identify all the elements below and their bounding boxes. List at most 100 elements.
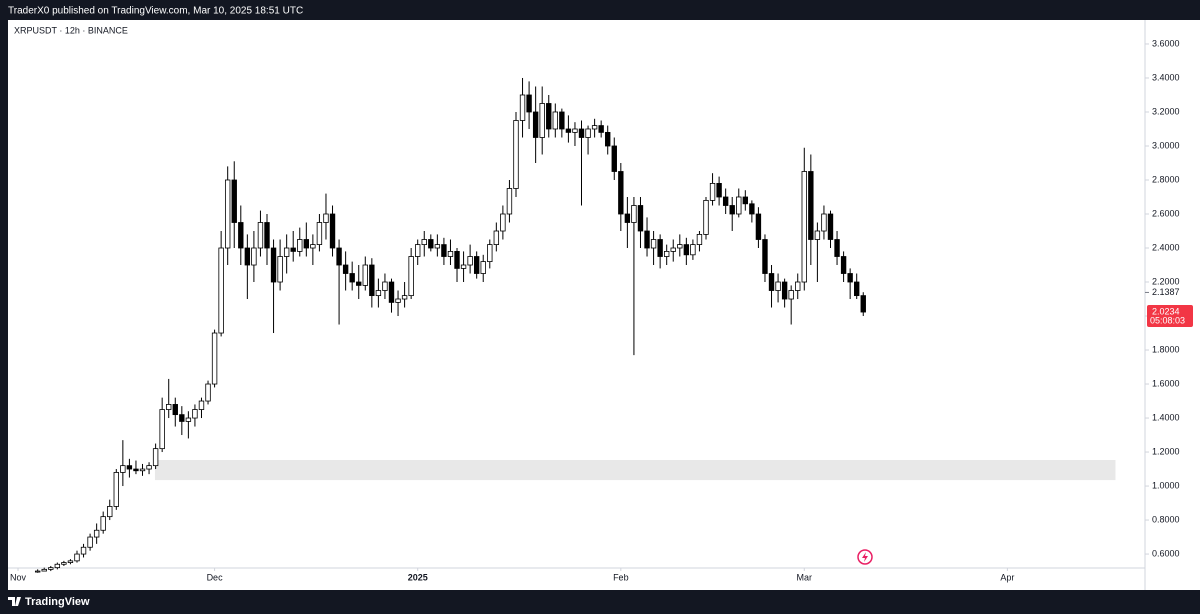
candle-body <box>480 261 486 274</box>
y-tick-label: 0.6000 <box>1152 548 1180 558</box>
x-tick-label: Nov <box>10 572 27 582</box>
candle-body <box>454 251 460 269</box>
candle-body <box>172 404 178 416</box>
header-text: TraderX0 published on TradingView.com, M… <box>8 6 303 17</box>
candle-body <box>74 553 80 562</box>
candle-body <box>546 103 552 130</box>
tradingview-logo <box>8 597 21 606</box>
candle-body <box>506 188 513 215</box>
candle-body <box>847 273 853 283</box>
candle-body <box>395 298 401 303</box>
candle-body <box>624 213 631 223</box>
candle-body <box>781 281 788 300</box>
y-tick-label: 3.4000 <box>1152 72 1180 82</box>
candle-body <box>159 409 165 450</box>
candle-body <box>251 247 257 266</box>
price-label-box <box>1147 305 1193 328</box>
candle-body <box>585 128 591 138</box>
candle-body <box>434 244 441 249</box>
candle-body <box>572 128 578 133</box>
candle-body <box>408 256 414 297</box>
candle-body <box>657 239 663 257</box>
y-tick-label: 0.8000 <box>1152 514 1180 524</box>
footer-brand: TradingView <box>25 596 90 608</box>
candle-body <box>736 196 742 215</box>
candle-body <box>860 295 866 313</box>
candle-body <box>834 239 840 257</box>
candle-body <box>139 468 146 472</box>
candle-body <box>552 111 558 130</box>
candle-body <box>532 111 539 138</box>
y-tick-label: 3.6000 <box>1152 38 1180 48</box>
candle-body <box>48 567 54 570</box>
candle-body <box>808 171 814 240</box>
candle-body <box>539 103 545 138</box>
candle-body <box>598 125 604 133</box>
candle-body <box>146 465 152 470</box>
candle-body <box>297 239 303 252</box>
candle-body <box>677 244 683 249</box>
candle-body <box>519 94 526 121</box>
candle-body <box>487 244 493 263</box>
y-tick-label: 1.6000 <box>1152 378 1180 388</box>
x-tick-label: Feb <box>613 572 629 582</box>
candle-body <box>100 516 106 531</box>
candle-body <box>749 203 755 215</box>
candle-body <box>107 506 113 518</box>
candle-body <box>618 171 624 215</box>
candle-body <box>814 230 821 240</box>
footer-bar <box>0 590 1200 614</box>
candle-body <box>310 244 316 249</box>
candle-body <box>133 468 139 472</box>
candle-body <box>591 125 598 130</box>
candle-body <box>93 529 100 538</box>
candle-body <box>565 128 572 133</box>
candle-body <box>703 199 709 235</box>
candle-body <box>54 563 61 569</box>
candle-body <box>244 247 251 266</box>
candle-body <box>526 94 532 113</box>
candle-body <box>224 179 231 249</box>
candle-body <box>349 273 355 283</box>
candle-body <box>264 222 270 249</box>
candle-body <box>336 247 342 266</box>
candle-body <box>722 196 729 206</box>
y-tick-label: 2.4000 <box>1152 242 1180 252</box>
candle-body <box>663 251 670 257</box>
candle-body <box>238 222 244 249</box>
candle-body <box>683 244 690 256</box>
candle-body <box>126 465 133 470</box>
candle-body <box>342 264 349 274</box>
candle-body <box>277 256 283 283</box>
candle-body <box>605 131 611 147</box>
candle-body <box>113 472 119 507</box>
candle-body <box>316 222 323 246</box>
symbol-legend: XRPUSDT · 12h · BINANCE <box>14 25 128 35</box>
candle-body <box>257 222 264 249</box>
candle-body <box>382 281 388 291</box>
candle-body <box>795 281 801 291</box>
candle-body <box>290 247 296 252</box>
candle-body <box>788 290 794 300</box>
candle-body <box>755 213 762 240</box>
candle-body <box>388 281 395 303</box>
candle-body <box>415 244 421 257</box>
candle-body <box>460 264 467 269</box>
price-countdown: 05:08:03 <box>1150 315 1185 325</box>
candle-body <box>421 239 427 246</box>
candle-body <box>578 128 585 138</box>
candle-body <box>716 182 722 198</box>
candle-body <box>801 171 807 283</box>
candle-body <box>670 247 676 252</box>
candle-body <box>473 256 480 274</box>
candle-body <box>67 560 74 563</box>
y-tick-label: 1.2000 <box>1152 446 1180 456</box>
candle-body <box>690 244 696 256</box>
candle-body <box>637 205 644 232</box>
candle-body <box>821 213 827 232</box>
y-tick-label: 1.4000 <box>1152 412 1180 422</box>
candle-body <box>854 281 860 297</box>
candle-body <box>198 400 205 410</box>
candle-body <box>120 465 126 473</box>
candle-body <box>87 536 93 548</box>
